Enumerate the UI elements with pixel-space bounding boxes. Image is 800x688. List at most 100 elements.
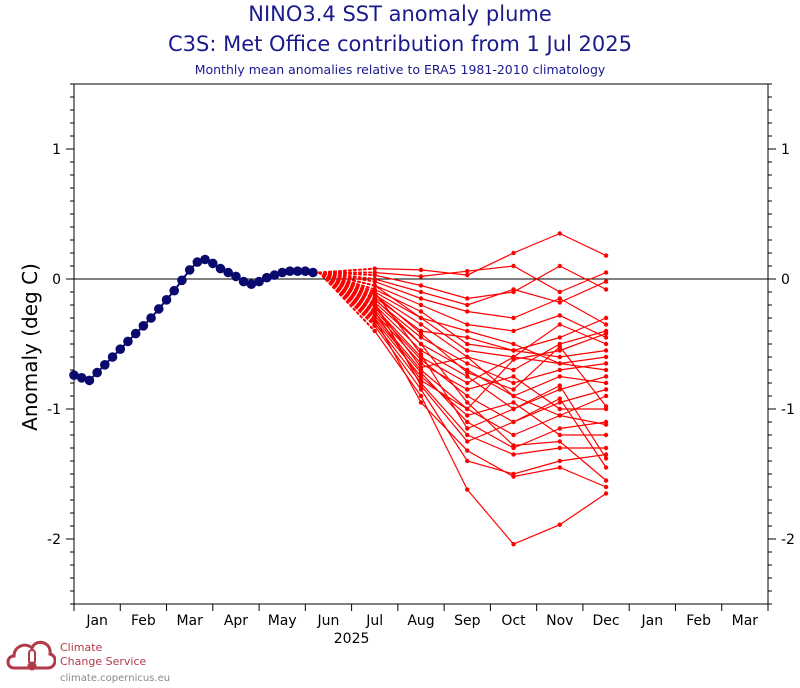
forecast-point bbox=[603, 393, 609, 399]
forecast-point bbox=[465, 393, 470, 399]
x-month-label: Dec bbox=[593, 613, 620, 629]
observed-point bbox=[200, 254, 210, 265]
forecast-point bbox=[557, 348, 562, 353]
forecast-point bbox=[603, 445, 609, 451]
y-tick-label-left: 0 bbox=[52, 272, 61, 288]
forecast-point bbox=[465, 361, 470, 366]
forecast-point bbox=[418, 267, 424, 273]
observed-point bbox=[285, 266, 295, 277]
forecast-point bbox=[418, 322, 424, 327]
forecast-point bbox=[372, 309, 377, 314]
forecast-point bbox=[418, 387, 424, 392]
forecast-point bbox=[557, 361, 562, 366]
forecast-member-line bbox=[374, 285, 607, 365]
observed-point bbox=[69, 370, 79, 381]
forecast-point bbox=[465, 374, 470, 379]
forecast-transition bbox=[318, 271, 376, 296]
observed-point bbox=[177, 275, 187, 286]
forecast-point bbox=[557, 522, 562, 527]
forecast-point bbox=[557, 396, 562, 401]
forecast-transition bbox=[318, 271, 376, 332]
forecast-point bbox=[511, 406, 516, 412]
forecast-point bbox=[418, 383, 424, 388]
forecast-transition bbox=[318, 271, 376, 327]
logo-line-2: Change Service bbox=[60, 655, 147, 668]
observed-point bbox=[107, 352, 118, 362]
forecast-point bbox=[372, 272, 377, 278]
x-month-label: Mar bbox=[732, 613, 759, 629]
forecast-transition bbox=[318, 271, 376, 319]
forecast-point bbox=[557, 465, 562, 470]
logo-url: climate.copernicus.eu bbox=[60, 673, 171, 684]
forecast-point bbox=[465, 269, 470, 274]
forecast-point bbox=[465, 400, 470, 405]
forecast-point bbox=[557, 367, 562, 373]
forecast-point bbox=[372, 315, 377, 321]
y-tick-label-right: -1 bbox=[781, 402, 795, 418]
forecast-point bbox=[511, 263, 516, 269]
logo-line-1: Climate bbox=[60, 641, 103, 654]
forecast-point bbox=[557, 344, 562, 349]
forecast-point bbox=[511, 380, 516, 386]
observed-point bbox=[277, 267, 288, 278]
forecast-point bbox=[603, 374, 609, 379]
forecast-member-line bbox=[374, 307, 607, 384]
forecast-point bbox=[465, 272, 470, 278]
observed-point bbox=[254, 276, 264, 287]
forecast-point bbox=[511, 287, 516, 292]
forecast-point bbox=[465, 354, 470, 360]
forecast-point bbox=[465, 432, 470, 438]
forecast-member-line bbox=[374, 299, 607, 384]
forecast-point bbox=[557, 300, 562, 305]
forecast-member-line bbox=[374, 304, 607, 410]
copernicus-logo: Climate Change Service climate.copernicu… bbox=[4, 628, 204, 688]
forecast-point bbox=[557, 289, 562, 295]
forecast-member-line bbox=[374, 317, 607, 449]
forecast-point bbox=[465, 341, 470, 347]
forecast-point bbox=[603, 253, 609, 258]
observed-point bbox=[215, 263, 226, 274]
forecast-point bbox=[511, 474, 516, 479]
forecast-member-line bbox=[374, 265, 607, 293]
observed-point bbox=[92, 367, 102, 378]
forecast-point bbox=[557, 445, 562, 451]
forecast-point bbox=[557, 231, 562, 236]
forecast-member-line bbox=[374, 304, 607, 426]
observed-point bbox=[292, 266, 303, 277]
forecast-member-line bbox=[374, 320, 607, 436]
forecast-point bbox=[465, 406, 470, 412]
forecast-member-line bbox=[374, 294, 607, 371]
forecast-point bbox=[372, 289, 377, 295]
forecast-point bbox=[465, 448, 470, 453]
forecast-point bbox=[418, 357, 424, 362]
forecast-point bbox=[465, 302, 470, 308]
forecast-point bbox=[465, 458, 470, 464]
forecast-point bbox=[557, 313, 562, 318]
forecast-point bbox=[557, 432, 562, 438]
forecast-point bbox=[603, 432, 609, 438]
forecast-point bbox=[603, 361, 609, 366]
forecast-point bbox=[465, 309, 470, 314]
observed-point bbox=[138, 321, 149, 331]
chart-subtitle: C3S: Met Office contribution from 1 Jul … bbox=[167, 32, 632, 56]
forecast-point bbox=[511, 315, 516, 321]
forecast-member-line bbox=[374, 315, 607, 436]
forecast-point bbox=[603, 491, 609, 496]
forecast-point bbox=[603, 484, 609, 490]
forecast-member-line bbox=[374, 311, 607, 410]
forecast-point bbox=[557, 406, 562, 412]
x-month-label: Jan bbox=[641, 613, 664, 629]
forecast-point bbox=[557, 413, 562, 418]
observed-point bbox=[231, 271, 241, 282]
y-tick-label-left: -1 bbox=[47, 402, 61, 418]
forecast-point bbox=[511, 328, 516, 334]
observed-point bbox=[223, 267, 234, 278]
forecast-point bbox=[418, 365, 424, 370]
forecast-point bbox=[465, 413, 470, 418]
forecast-member-line bbox=[374, 278, 607, 306]
y-tick-label-right: 0 bbox=[781, 272, 790, 288]
forecast-point bbox=[603, 387, 609, 392]
forecast-point bbox=[418, 378, 424, 383]
observed-point bbox=[146, 313, 156, 323]
forecast-point bbox=[418, 348, 424, 353]
